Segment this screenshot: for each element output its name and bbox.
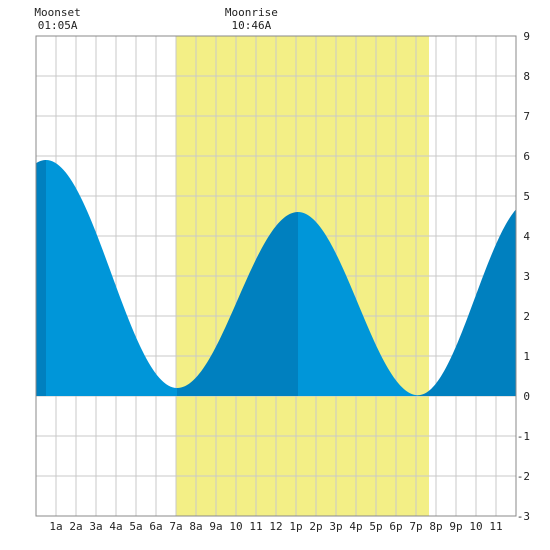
y-tick-label: -3	[517, 510, 530, 523]
y-tick-label: 7	[523, 110, 530, 123]
x-tick-label: 11	[489, 520, 502, 533]
x-tick-label: 5p	[369, 520, 382, 533]
x-tick-label: 1a	[49, 520, 62, 533]
y-tick-label: 4	[523, 230, 530, 243]
y-tick-label: 1	[523, 350, 530, 363]
tide-area	[36, 160, 516, 396]
x-tick-label: 5a	[129, 520, 142, 533]
x-tick-label: 9p	[449, 520, 462, 533]
tide-area-rising	[177, 212, 298, 396]
y-tick-label: -1	[517, 430, 530, 443]
x-tick-label: 4a	[109, 520, 122, 533]
tide-area-rising	[418, 209, 516, 396]
x-tick-label: 4p	[349, 520, 362, 533]
x-tick-label: 3p	[329, 520, 342, 533]
y-tick-label: 9	[523, 30, 530, 43]
y-tick-label: 2	[523, 310, 530, 323]
y-tick-label: 0	[523, 390, 530, 403]
x-tick-label: 7p	[409, 520, 422, 533]
x-tick-label: 3a	[89, 520, 102, 533]
tide-area-falling	[46, 160, 177, 396]
moon-event-time: 01:05A	[38, 19, 78, 32]
y-tick-label: 6	[523, 150, 530, 163]
y-tick-label: 3	[523, 270, 530, 283]
y-axis-labels: -3 -2 -1 0 1 2 3 4 5 6 7 8 9	[517, 30, 531, 523]
x-axis-labels: 1a 2a 3a 4a 5a 6a 7a 8a 9a 10 11 12 1p 2p 3p 4p 5p 6p 7p 8p…	[49, 520, 502, 533]
moon-event-time: 10:46A	[232, 19, 272, 32]
moon-event-label: Moonset	[34, 6, 80, 19]
tide-area-falling	[298, 212, 418, 396]
plot-frame	[35, 35, 517, 517]
x-tick-label: 7a	[169, 520, 182, 533]
x-tick-label: 10	[229, 520, 242, 533]
y-tick-label: 8	[523, 70, 530, 83]
x-tick-label: 2a	[69, 520, 82, 533]
x-tick-label: 12	[269, 520, 282, 533]
x-tick-label: 8a	[189, 520, 202, 533]
x-tick-label: 8p	[429, 520, 442, 533]
x-tick-label: 1p	[289, 520, 302, 533]
y-tick-label: -2	[517, 470, 530, 483]
x-tick-label: 9a	[209, 520, 222, 533]
moon-event-label: Moonrise	[225, 6, 278, 19]
x-tick-label: 10	[469, 520, 482, 533]
x-tick-label: 6p	[389, 520, 402, 533]
y-tick-label: 5	[523, 190, 530, 203]
x-tick-label: 2p	[309, 520, 322, 533]
x-tick-label: 6a	[149, 520, 162, 533]
x-tick-label: 11	[249, 520, 262, 533]
tide-area-rising	[36, 160, 46, 396]
